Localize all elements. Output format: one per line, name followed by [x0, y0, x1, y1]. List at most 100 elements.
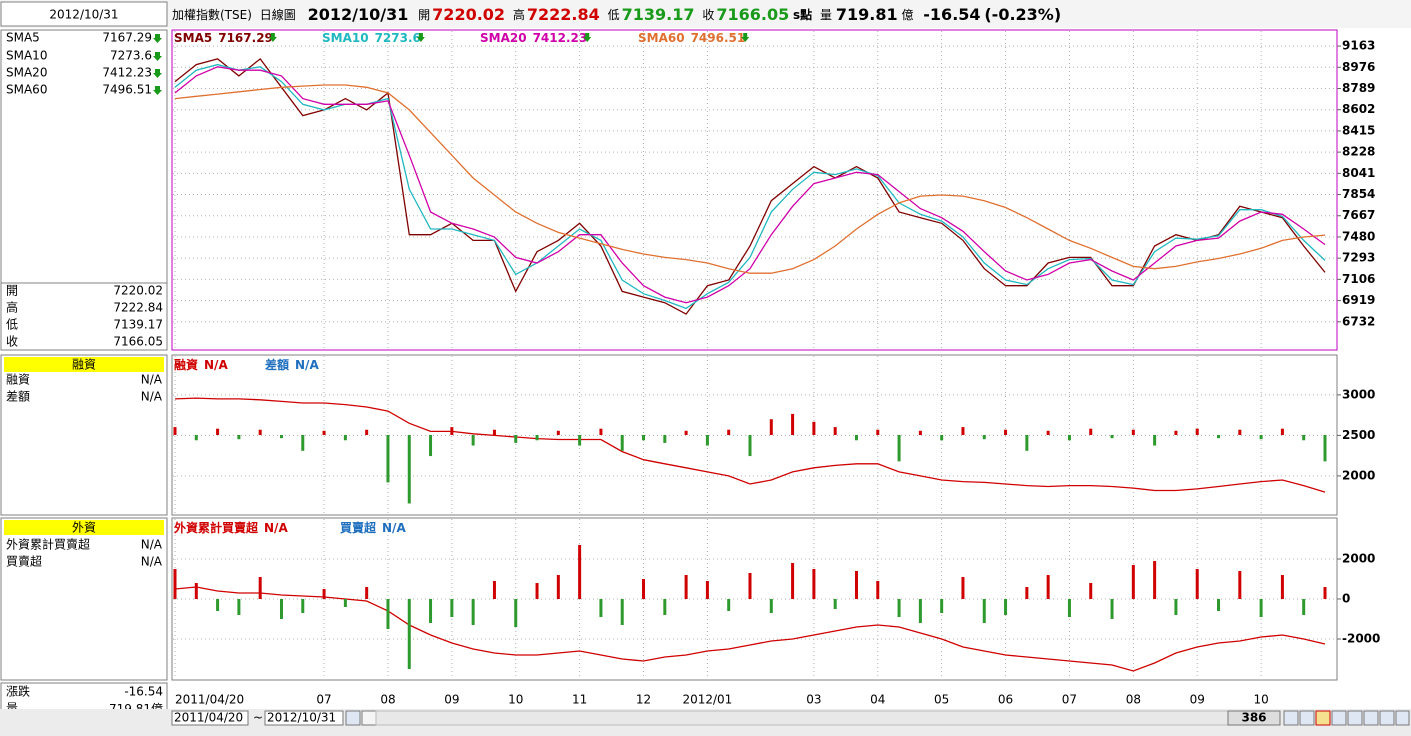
- unit: s點: [793, 7, 812, 22]
- bar: [1110, 435, 1114, 439]
- sidebar-series-value: N/A: [141, 373, 163, 387]
- scroll-left[interactable]: [361, 710, 377, 726]
- series-line: [174, 84, 1326, 274]
- tool-icon[interactable]: [1315, 710, 1331, 726]
- bar: [386, 435, 390, 483]
- sidebar-date: 2012/10/31: [49, 8, 118, 22]
- bar: [748, 435, 752, 457]
- bar: [1089, 428, 1093, 435]
- x-tick-label: 07: [316, 693, 331, 707]
- open: 7220.02: [432, 5, 505, 24]
- high: 7222.84: [527, 5, 600, 24]
- bar: [578, 545, 582, 599]
- legend-value: 7412.23: [533, 31, 588, 45]
- ohlc-label: 收: [6, 335, 18, 349]
- bar: [365, 429, 369, 435]
- legend-name: SMA60: [638, 31, 685, 45]
- bar: [1110, 599, 1114, 619]
- go-button[interactable]: [345, 710, 361, 726]
- bar: [1259, 435, 1263, 440]
- bar: [833, 427, 837, 435]
- bar: [279, 599, 283, 619]
- bar: [1089, 583, 1093, 599]
- tool-icon[interactable]: [1395, 710, 1410, 726]
- legend-name: SMA5: [174, 31, 212, 45]
- date-separator: ~: [253, 711, 263, 725]
- bar: [918, 599, 922, 623]
- legend-name: 差額: [264, 357, 289, 372]
- bar: [1067, 599, 1071, 617]
- bar: [450, 427, 454, 435]
- y-tick-label: 2000: [1342, 468, 1375, 482]
- change: -16.54: [923, 5, 980, 24]
- symbol: 加權指數(TSE): [172, 7, 252, 22]
- bar: [407, 435, 411, 504]
- bar: [918, 430, 922, 435]
- ohlc-value: 7220.02: [113, 284, 163, 298]
- bar: [279, 435, 283, 439]
- tool-icon[interactable]: [1283, 710, 1299, 726]
- x-tick-label: 12: [636, 693, 651, 707]
- x-tick-label: 11: [572, 693, 587, 707]
- legend-value: N/A: [295, 358, 319, 372]
- bar: [769, 419, 773, 435]
- low: 7139.17: [622, 5, 695, 24]
- x-tick-label: 06: [998, 693, 1013, 707]
- bar: [727, 429, 731, 435]
- x-tick-label: 08: [380, 693, 395, 707]
- bar: [237, 599, 241, 615]
- tool-icon[interactable]: [1363, 710, 1379, 726]
- bar: [365, 587, 369, 599]
- bar: [1217, 599, 1221, 611]
- bar: [258, 577, 262, 599]
- legend-name: SMA20: [480, 31, 527, 45]
- ohlc-label: 開: [6, 284, 18, 298]
- bar: [1238, 429, 1242, 435]
- bar: [216, 428, 220, 435]
- bar: [1302, 435, 1306, 441]
- bar: [1004, 429, 1008, 435]
- sidebar-series-value: N/A: [141, 555, 163, 569]
- ohlc-value: 7139.17: [113, 318, 163, 332]
- y-tick-label: 7106: [1342, 272, 1375, 286]
- high-label: 高: [513, 7, 525, 22]
- tool-icon[interactable]: [1331, 710, 1347, 726]
- series-line: [174, 66, 1326, 304]
- open-label: 開: [418, 8, 430, 22]
- legend-name: SMA10: [322, 31, 369, 45]
- bar: [620, 435, 624, 451]
- tool-icon[interactable]: [1347, 710, 1363, 726]
- sidebar-price: [0, 29, 168, 351]
- sidebar-foreign: [0, 517, 168, 681]
- bar: [1004, 599, 1008, 615]
- series-group: [173, 397, 1327, 504]
- series-group: [174, 57, 1326, 315]
- bar: [1195, 569, 1199, 599]
- tool-icon[interactable]: [1299, 710, 1315, 726]
- sidebar-series-name: SMA60: [6, 83, 47, 97]
- bar: [705, 581, 709, 599]
- bar: [492, 581, 496, 599]
- bar: [1302, 599, 1306, 615]
- bar: [1046, 430, 1050, 435]
- tool-icon[interactable]: [1379, 710, 1395, 726]
- sidebar-series-value: 7273.6: [110, 49, 152, 63]
- down-arrow: [583, 33, 592, 42]
- scrollbar[interactable]: [375, 710, 1229, 726]
- x-tick-label: 08: [1126, 693, 1141, 707]
- bar: [322, 589, 326, 599]
- bar: [237, 435, 241, 440]
- sidebar-series-value: 7496.51: [102, 83, 152, 97]
- bar: [876, 429, 880, 435]
- y-tick-label: 8415: [1342, 123, 1375, 137]
- bar: [599, 599, 603, 617]
- bar: [1025, 435, 1029, 451]
- x-tick-label: 2011/04/20: [175, 693, 244, 707]
- date: 2012/10/31: [308, 5, 409, 24]
- bar: [535, 435, 539, 441]
- end-date-input[interactable]: [264, 710, 344, 726]
- x-tick-label: 07: [1062, 693, 1077, 707]
- bar: [812, 569, 816, 599]
- sidebar-series-name: 差額: [6, 390, 30, 404]
- start-date-input[interactable]: [171, 710, 249, 726]
